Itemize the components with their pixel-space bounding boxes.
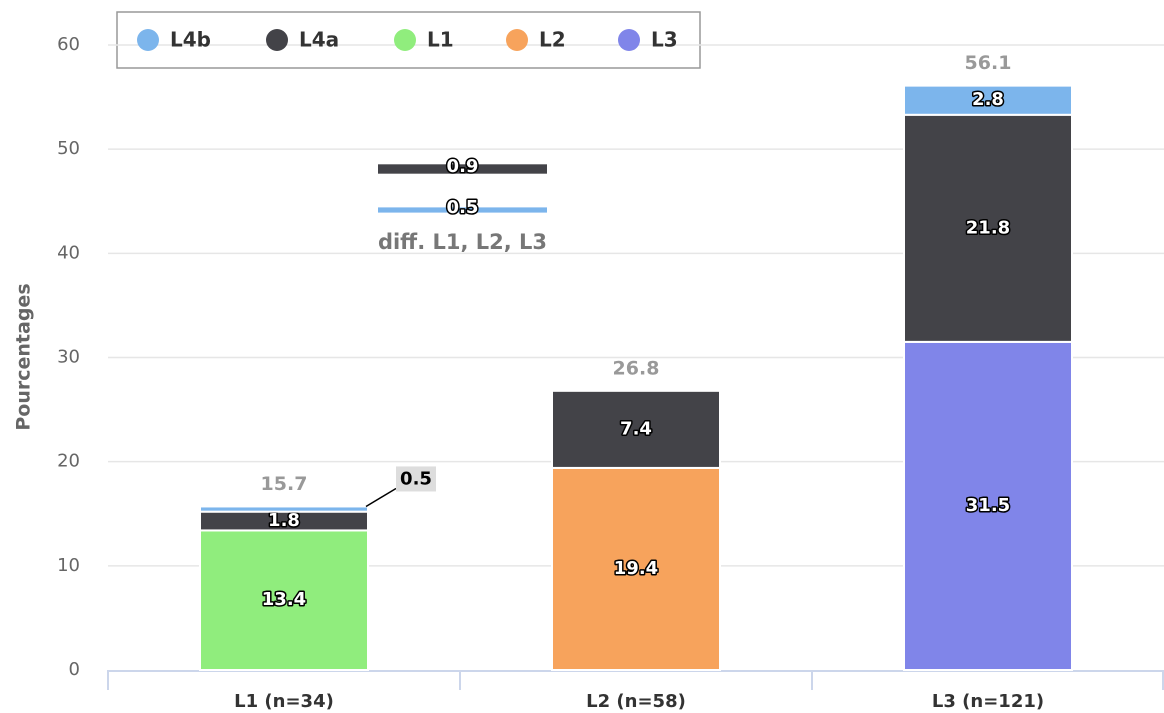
- annotation-bar: [378, 207, 547, 213]
- legend-label: L2: [539, 28, 566, 52]
- stack-total: 15.7: [261, 473, 308, 495]
- legend-label: L4a: [299, 28, 339, 52]
- x-tick-label: L3 (n=121): [932, 691, 1044, 712]
- x-tick-label: L2 (n=58): [586, 691, 686, 712]
- callout-box: [396, 466, 436, 492]
- y-axis-title: Pourcentages: [13, 283, 35, 430]
- data-label: 0.5: [400, 468, 432, 489]
- y-tick-label: 40: [57, 242, 80, 263]
- y-tick-label: 0: [69, 659, 80, 680]
- data-label: 31.5: [966, 495, 1010, 516]
- y-tick-label: 10: [57, 555, 80, 576]
- data-label: 21.8: [966, 217, 1010, 238]
- y-tick-label: 20: [57, 451, 80, 472]
- bar-segment: [199, 505, 369, 513]
- legend-label: L1: [427, 28, 454, 52]
- legend-marker: [137, 29, 159, 51]
- stack-total: 26.8: [613, 357, 660, 379]
- bar-segment: [199, 529, 369, 672]
- bar-segment: [903, 84, 1073, 116]
- data-label: 13.4: [262, 589, 306, 610]
- legend-marker: [506, 29, 528, 51]
- data-label: 19.4: [614, 558, 658, 579]
- y-tick-label: 30: [57, 347, 80, 368]
- legend-label: L4b: [170, 28, 211, 52]
- data-label: 7.4: [620, 418, 652, 439]
- bar-segment: [903, 113, 1073, 343]
- data-label: 2.8: [972, 89, 1004, 110]
- bar-segment: [903, 340, 1073, 671]
- bar-segment: [551, 389, 721, 469]
- bar-segment: [551, 466, 721, 671]
- x-tick-label: L1 (n=34): [234, 691, 334, 712]
- annotation-value: 0.9: [447, 156, 479, 177]
- legend-label: L3: [651, 28, 678, 52]
- y-tick-label: 50: [57, 138, 80, 159]
- annotation-label: diff. L1, L2, L3: [378, 230, 547, 254]
- legend-marker: [394, 29, 416, 51]
- annotation-value: 0.5: [447, 197, 479, 218]
- callout-line: [365, 487, 397, 508]
- data-label: 1.8: [268, 510, 300, 531]
- stack-total: 56.1: [965, 52, 1012, 74]
- annotation-bar: [378, 164, 547, 174]
- legend-marker: [618, 29, 640, 51]
- legend-marker: [266, 29, 288, 51]
- y-tick-label: 60: [57, 34, 80, 55]
